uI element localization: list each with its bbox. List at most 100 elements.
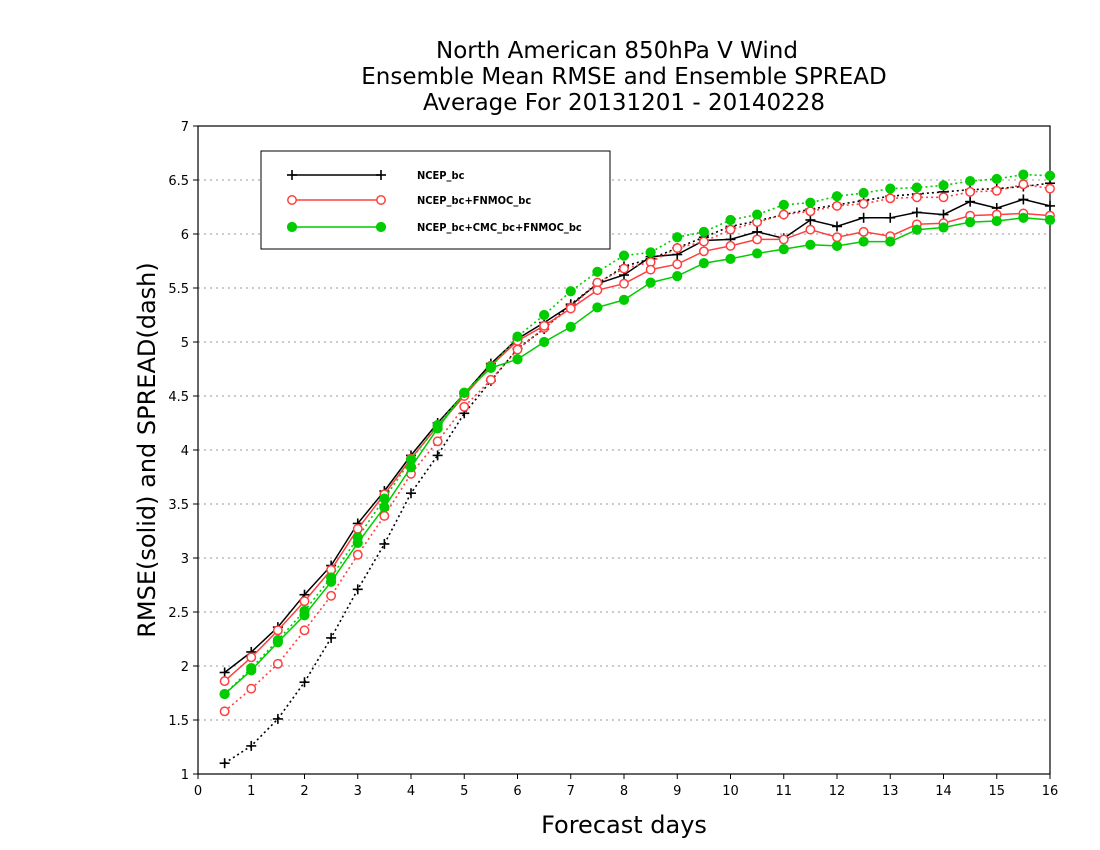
spread-point (1018, 179, 1029, 190)
x-tick-label: 0 (194, 784, 202, 799)
spread-point (485, 374, 496, 385)
series-ncep-bc-fnmoc-bc (219, 179, 1055, 717)
spread-point (698, 226, 709, 237)
x-tick-label: 12 (829, 784, 846, 799)
title-line-2: Ensemble Mean RMSE and Ensemble SPREAD (361, 64, 886, 90)
spread-line (224, 173, 1051, 695)
x-tick-label: 10 (722, 784, 739, 799)
rmse-point (805, 239, 816, 250)
legend-marker (287, 195, 297, 205)
rmse-point (965, 217, 976, 228)
rmse-point (565, 303, 576, 314)
rmse-point (938, 222, 949, 233)
rmse-line (224, 198, 1051, 674)
spread-point (672, 243, 683, 253)
rmse-line (224, 217, 1051, 695)
rmse-point (432, 423, 443, 434)
spread-point (379, 538, 390, 549)
y-tick-label: 4.5 (168, 390, 189, 405)
y-tick-label: 2.5 (168, 606, 189, 621)
spread-point (698, 236, 709, 247)
spread-point (938, 192, 949, 203)
rmse-point (778, 234, 789, 245)
spread-point (832, 200, 842, 211)
legend-marker (286, 221, 298, 233)
legend-marker (376, 170, 386, 180)
legend-item-ncep-bc-cmc-bc-fnmoc-bc: NCEP_bc+CMC_bc+FNMOC_bc (286, 221, 582, 234)
rmse-point (485, 362, 496, 374)
spread-point (379, 493, 390, 504)
rmse-point (619, 278, 629, 289)
rmse-point (1044, 214, 1056, 226)
rmse-point (672, 259, 683, 270)
y-axis-label: RMSE(solid) and SPREAD(dash) (133, 262, 161, 638)
rmse-point (592, 285, 603, 296)
rmse-line (224, 212, 1051, 682)
x-tick-label: 6 (513, 784, 521, 799)
x-tick-label: 5 (460, 784, 468, 799)
rmse-point (858, 226, 869, 237)
series-lines (219, 169, 1056, 769)
spread-point (725, 224, 736, 235)
spread-line (224, 182, 1051, 764)
x-tick-label: 4 (407, 784, 415, 799)
spread-point (645, 247, 656, 258)
series-ncep-bc-cmc-bc-fnmoc-bc (219, 169, 1056, 700)
rmse-point (1018, 212, 1029, 223)
rmse-point (379, 502, 390, 513)
x-tick-label: 15 (988, 784, 1005, 799)
x-tick-label: 7 (567, 784, 575, 799)
spread-point (778, 199, 789, 210)
spread-point (965, 175, 976, 187)
rmse-point (858, 212, 869, 223)
legend-item-ncep-bc: NCEP_bc (287, 169, 465, 182)
rmse-point (352, 537, 363, 548)
spread-point (991, 173, 1002, 185)
rmse-point (885, 236, 896, 247)
rmse-point (698, 258, 709, 269)
spread-point (459, 401, 470, 412)
spread-point (246, 740, 257, 751)
rmse-point (565, 321, 576, 332)
rmse-point (752, 234, 763, 245)
rmse-point (326, 576, 337, 587)
spread-point (1018, 169, 1029, 180)
title-line-1: North American 850hPa V Wind (436, 38, 798, 64)
spread-point (1044, 170, 1056, 181)
rmse-point (805, 214, 816, 225)
spread-point (725, 214, 736, 226)
rmse-point (299, 610, 310, 621)
spread-point (246, 683, 257, 694)
rmse-point (246, 652, 257, 663)
rmse-point (352, 523, 363, 534)
spread-point (858, 198, 869, 209)
x-tick-label: 14 (935, 784, 952, 799)
gridlines (198, 179, 1050, 721)
rmse-point (831, 240, 843, 251)
spread-point (565, 286, 576, 297)
rmse-point (778, 244, 789, 255)
y-tick-label: 3 (181, 552, 189, 567)
spread-point (299, 625, 310, 636)
rmse-point (832, 232, 842, 243)
legend-label: NCEP_bc+FNMOC_bc (417, 194, 531, 207)
spread-point (911, 192, 922, 203)
rmse-point (725, 240, 736, 251)
rmse-point (592, 302, 603, 313)
spread-point (911, 182, 922, 193)
legend-label: NCEP_bc (417, 169, 465, 182)
rmse-point (725, 253, 736, 264)
rmse-point (698, 246, 709, 257)
rmse-point (832, 221, 842, 232)
x-tick-label: 2 (300, 784, 308, 799)
x-tick-label: 3 (354, 784, 362, 799)
spread-point (752, 209, 763, 220)
rmse-point (618, 294, 630, 305)
y-tick-label: 6 (181, 228, 189, 243)
rmse-point (672, 271, 683, 282)
rmse-point (272, 625, 283, 636)
rmse-point (459, 387, 470, 398)
spread-point (805, 206, 816, 217)
spread-point (352, 584, 363, 595)
